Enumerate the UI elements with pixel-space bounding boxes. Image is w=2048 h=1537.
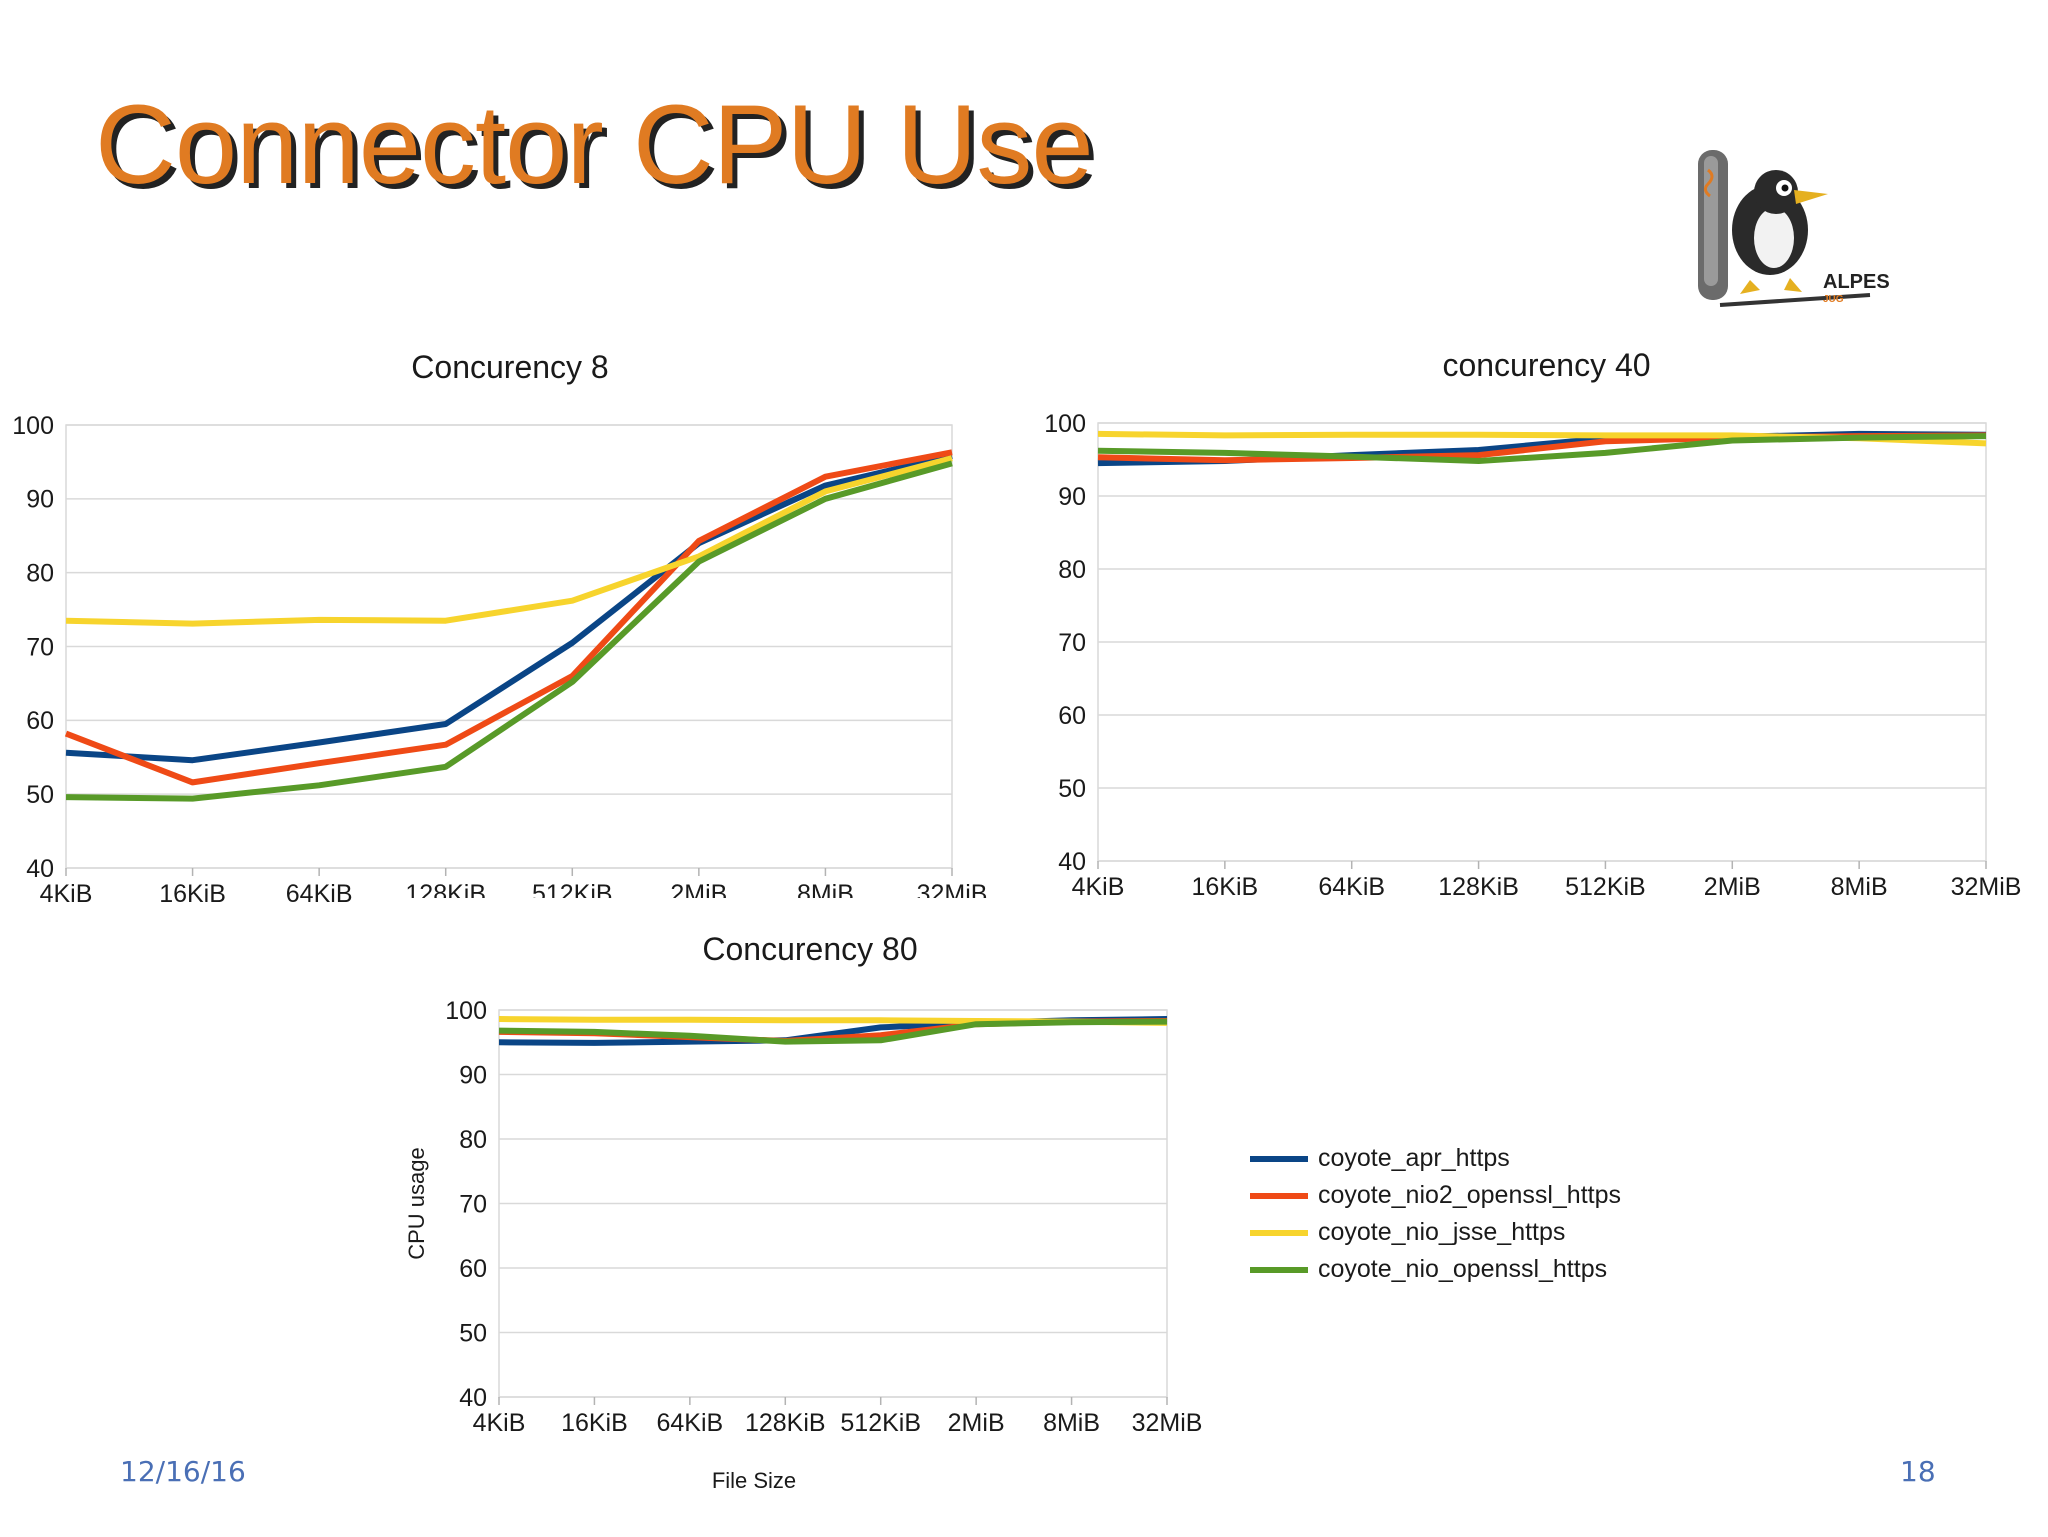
chart-concurency-80: Concurency 80 40 50 60 70 80 90 100 4KiB 16KiB 64…: [380, 925, 1240, 1505]
slide-date: 12/16/16: [120, 1455, 246, 1488]
x-tick-label: 32MiB: [1132, 1409, 1203, 1437]
chart-concurency-8: Concurency 8 40 50 60 70 80 90 100 4KiB 16KiB 64K…: [0, 345, 1000, 930]
legend-swatch: [1250, 1193, 1308, 1199]
y-tick-label: 70: [459, 1190, 487, 1218]
chart-plot: 40 50 60 70 80 90 100 4KiB 16KiB 64KiB 128KiB 512Ki…: [380, 925, 1240, 1505]
x-tick-label: 64KiB: [1318, 873, 1385, 901]
x-tick-label: 16KiB: [159, 880, 226, 908]
y-tick-label: 90: [1058, 483, 1086, 511]
y-axis-label: CPU usage: [404, 1147, 429, 1260]
chart-plot: 40 50 60 70 80 90 100 4KiB 16KiB 64KiB 128KiB 512Ki…: [1030, 345, 2048, 930]
x-tick-label: 64KiB: [286, 880, 353, 908]
x-tick-label: 32MiB: [1951, 873, 2022, 901]
legend-label: coyote_nio2_openssl_https: [1318, 1181, 1621, 1210]
x-tick-label: 64KiB: [656, 1409, 723, 1437]
chart-title: concurency 40: [1030, 347, 2048, 384]
x-tick-label: 2MiB: [1704, 873, 1761, 901]
x-tick-label: 128KiB: [745, 1409, 826, 1437]
legend-swatch: [1250, 1156, 1308, 1162]
x-tick-label: 4KiB: [40, 880, 93, 908]
y-tick-label: 60: [459, 1255, 487, 1283]
y-tick-label: 40: [459, 1384, 487, 1412]
series-line-coyote_nio_openssl_https: [66, 463, 952, 798]
x-tick-label: 512KiB: [532, 880, 613, 908]
y-tick-label: 50: [1058, 775, 1086, 803]
chart-plot: 40 50 60 70 80 90 100 4KiB 16KiB 64KiB 128KiB 512Ki…: [0, 345, 1000, 930]
x-tick-label: 16KiB: [561, 1409, 628, 1437]
legend-swatch: [1250, 1267, 1308, 1273]
legend-item: coyote_apr_https: [1250, 1140, 1621, 1177]
chart-title: Concurency 80: [135, 931, 1485, 968]
y-tick-label: 90: [26, 486, 54, 514]
y-tick-label: 100: [445, 997, 487, 1025]
x-tick-label: 128KiB: [405, 880, 486, 908]
legend-item: coyote_nio_jsse_https: [1250, 1214, 1621, 1251]
x-tick-label: 32MiB: [917, 880, 988, 908]
y-tick-label: 40: [26, 855, 54, 883]
alpes-jug-logo: ALPES JUG: [1690, 140, 1890, 310]
x-tick-label: 2MiB: [670, 880, 727, 908]
legend-label: coyote_nio_jsse_https: [1318, 1218, 1565, 1247]
x-tick-label: 4KiB: [473, 1409, 526, 1437]
legend-item: coyote_nio_openssl_https: [1250, 1251, 1621, 1288]
y-tick-label: 80: [26, 559, 54, 587]
x-tick-label: 4KiB: [1072, 873, 1125, 901]
x-tick-label: 512KiB: [840, 1409, 921, 1437]
y-tick-label: 50: [459, 1319, 487, 1347]
legend-label: coyote_nio_openssl_https: [1318, 1255, 1607, 1284]
x-tick-label: 512KiB: [1565, 873, 1646, 901]
y-tick-label: 60: [1058, 702, 1086, 730]
chart-legend: coyote_apr_https coyote_nio2_openssl_htt…: [1250, 1140, 1621, 1288]
legend-label: coyote_apr_https: [1318, 1144, 1510, 1173]
legend-item: coyote_nio2_openssl_https: [1250, 1177, 1621, 1214]
y-tick-label: 40: [1058, 848, 1086, 876]
y-tick-label: 90: [459, 1061, 487, 1089]
logo-text: ALPES: [1823, 271, 1890, 293]
x-axis-label: File Size: [712, 1468, 796, 1493]
y-tick-label: 100: [12, 412, 54, 440]
x-tick-label: 8MiB: [1831, 873, 1888, 901]
x-tick-label: 16KiB: [1191, 873, 1258, 901]
y-tick-label: 70: [1058, 629, 1086, 657]
slide-page-number: 18: [1900, 1455, 1936, 1488]
y-tick-label: 100: [1044, 410, 1086, 438]
x-tick-label: 2MiB: [948, 1409, 1005, 1437]
y-tick-label: 60: [26, 707, 54, 735]
legend-swatch: [1250, 1230, 1308, 1236]
slide-title: Connector CPU Use: [95, 78, 1093, 212]
y-tick-label: 70: [26, 633, 54, 661]
chart-concurency-40: concurency 40 40 50 60 70 80 90 100 4KiB 16KiB 64…: [1030, 345, 2048, 930]
y-tick-label: 50: [26, 781, 54, 809]
logo-subtext: JUG: [1823, 294, 1844, 305]
x-tick-label: 8MiB: [1043, 1409, 1100, 1437]
chart-title: Concurency 8: [0, 349, 1020, 386]
y-tick-label: 80: [459, 1126, 487, 1154]
x-tick-label: 128KiB: [1438, 873, 1519, 901]
x-tick-label: 8MiB: [797, 880, 854, 908]
y-tick-label: 80: [1058, 556, 1086, 584]
